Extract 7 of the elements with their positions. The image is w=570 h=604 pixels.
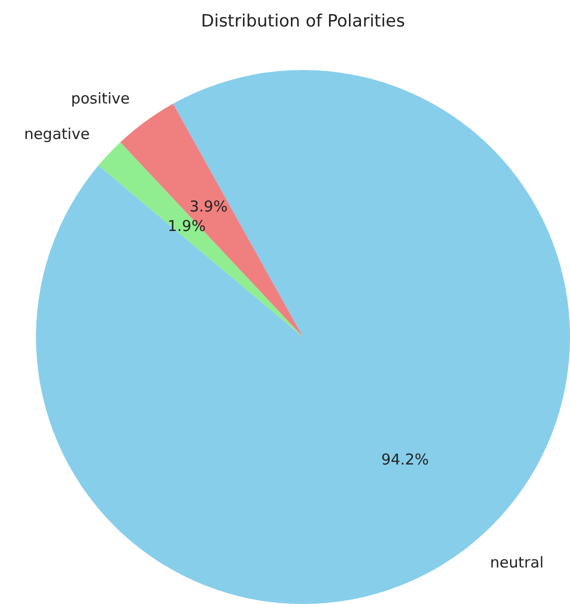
slice-label: positive [70, 90, 130, 108]
slice-label: negative [24, 125, 90, 144]
data-label: 1.9% [168, 216, 206, 235]
data-label: 94.2% [381, 450, 429, 468]
slice-label: neutral [490, 553, 544, 572]
chart-title: Distribution of Polarities [201, 11, 406, 32]
data-label: 3.9% [189, 198, 228, 216]
